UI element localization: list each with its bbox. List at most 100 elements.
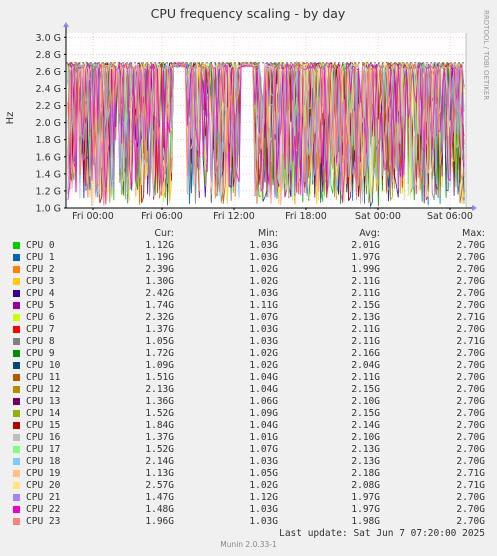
- legend-row: CPU 23 1.96G 1.03G 1.98G 2.70G: [0, 516, 497, 528]
- legend-avg: 2.10G: [351, 396, 380, 407]
- legend-min: 1.02G: [249, 480, 278, 491]
- legend-row: CPU 20 2.57G 1.02G 2.08G 2.71G: [0, 480, 497, 492]
- legend-max: 2.70G: [456, 504, 485, 515]
- y-axis-label: Hz: [5, 112, 16, 125]
- legend-min: 1.06G: [249, 396, 278, 407]
- legend-row: CPU 10 1.09G 1.02G 2.04G 2.70G: [0, 360, 497, 372]
- legend-cur: 1.47G: [145, 492, 174, 503]
- legend-max: 2.70G: [456, 264, 485, 275]
- legend-avg: 1.98G: [351, 516, 380, 527]
- header-avg: Avg:: [359, 228, 380, 239]
- legend-series-name: CPU 23: [26, 516, 61, 527]
- cpu-frequency-chart: CPU frequency scaling - by day Hz RRDTOO…: [5, 6, 490, 222]
- legend-swatch: [13, 446, 20, 453]
- legend-min: 1.02G: [249, 264, 278, 275]
- legend-max: 2.70G: [456, 252, 485, 263]
- legend-cur: 1.96G: [145, 516, 174, 527]
- legend-series-name: CPU 19: [26, 468, 61, 479]
- legend-min: 1.01G: [249, 432, 278, 443]
- legend-cur: 2.32G: [145, 312, 174, 323]
- legend-max: 2.70G: [456, 276, 485, 287]
- legend-cur: 1.37G: [145, 324, 174, 335]
- legend-swatch: [13, 266, 20, 273]
- y-tick-label: 2.4 G: [36, 84, 62, 95]
- legend-avg: 2.10G: [351, 432, 380, 443]
- legend-series-name: CPU 18: [26, 456, 61, 467]
- legend-max: 2.70G: [456, 456, 485, 467]
- x-tick-label: Sat 06:00: [427, 211, 473, 222]
- legend-max: 2.71G: [456, 312, 485, 323]
- legend-swatch: [13, 302, 20, 309]
- legend-row: CPU 18 2.14G 1.03G 2.13G 2.70G: [0, 456, 497, 468]
- legend-min: 1.03G: [249, 288, 278, 299]
- y-tick-label: 1.2 G: [36, 186, 62, 197]
- legend-max: 2.70G: [456, 408, 485, 419]
- y-tick-label: 2.6 G: [36, 67, 62, 78]
- legend-row: CPU 19 1.13G 1.05G 2.18G 2.71G: [0, 468, 497, 480]
- legend-min: 1.03G: [249, 336, 278, 347]
- series-line-cpu-23: [67, 61, 465, 206]
- legend-series-name: CPU 14: [26, 408, 61, 419]
- series-line-cpu-22: [67, 61, 465, 205]
- legend-swatch: [13, 242, 20, 249]
- y-tick-label: 2.0 G: [36, 118, 62, 129]
- legend-max: 2.71G: [456, 468, 485, 479]
- legend-avg: 2.15G: [351, 300, 380, 311]
- legend-row: CPU 4 2.42G 1.03G 2.11G 2.70G: [0, 288, 497, 300]
- legend-min: 1.04G: [249, 420, 278, 431]
- legend-series-name: CPU 5: [26, 300, 55, 311]
- legend-min: 1.03G: [249, 456, 278, 467]
- legend-cur: 1.37G: [145, 432, 174, 443]
- legend-avg: 2.14G: [351, 420, 380, 431]
- legend-avg: 2.15G: [351, 384, 380, 395]
- legend-row: CPU 17 1.52G 1.07G 2.13G 2.70G: [0, 444, 497, 456]
- legend-series-name: CPU 0: [26, 240, 55, 251]
- rrdtool-watermark: RRDTOOL / TOBI OETIKER: [482, 10, 490, 100]
- legend-cur: 1.05G: [145, 336, 174, 347]
- y-axis-arrow: [63, 22, 69, 27]
- legend-cur: 1.12G: [145, 240, 174, 251]
- y-tick-label: 1.8 G: [36, 135, 62, 146]
- legend-series-name: CPU 4: [26, 288, 55, 299]
- legend-series-name: CPU 1: [26, 252, 55, 263]
- legend-min: 1.03G: [249, 516, 278, 527]
- legend-swatch: [13, 458, 20, 465]
- legend-swatch: [13, 254, 20, 261]
- legend-swatch: [13, 314, 20, 321]
- y-tick-labels: 1.0 G 1.2 G 1.4 G 1.6 G 1.8 G 2.0 G 2.2 G 2.4 G…: [36, 33, 66, 215]
- legend-avg: 2.11G: [351, 288, 380, 299]
- legend-max: 2.70G: [456, 372, 485, 383]
- chart-title: CPU frequency scaling - by day: [151, 6, 346, 21]
- series-line-cpu-21: [67, 62, 465, 198]
- legend-row: CPU 2 2.39G 1.02G 1.99G 2.70G: [0, 264, 497, 276]
- legend-series-name: CPU 8: [26, 336, 55, 347]
- legend-swatch: [13, 350, 20, 357]
- legend-row: CPU 3 1.30G 1.02G 2.11G 2.70G: [0, 276, 497, 288]
- x-tick-labels: Fri 00:00 Fri 06:00 Fri 12:00 Fri 18:00 Sat …: [72, 208, 473, 222]
- legend-swatch: [13, 278, 20, 285]
- legend-max: 2.71G: [456, 480, 485, 491]
- legend-series-name: CPU 16: [26, 432, 61, 443]
- legend-avg: 2.16G: [351, 348, 380, 359]
- legend-row: CPU 7 1.37G 1.03G 2.11G 2.70G: [0, 324, 497, 336]
- legend-min: 1.04G: [249, 384, 278, 395]
- legend-swatch: [13, 362, 20, 369]
- legend-row: CPU 8 1.05G 1.03G 2.11G 2.71G: [0, 336, 497, 348]
- legend-series-name: CPU 2: [26, 264, 55, 275]
- legend-avg: 2.13G: [351, 444, 380, 455]
- legend-avg: 1.97G: [351, 504, 380, 515]
- legend-series-name: CPU 10: [26, 360, 61, 371]
- series-layer: [66, 60, 466, 208]
- legend-max: 2.70G: [456, 516, 485, 527]
- legend-row: CPU 1 1.19G 1.03G 1.97G 2.70G: [0, 252, 497, 264]
- y-tick-label: 3.0 G: [36, 33, 62, 44]
- legend-series-name: CPU 3: [26, 276, 55, 287]
- legend-series-name: CPU 21: [26, 492, 61, 503]
- legend-cur: 2.14G: [145, 456, 174, 467]
- legend-max: 2.71G: [456, 336, 485, 347]
- x-tick-label: Fri 06:00: [141, 211, 183, 222]
- legend-avg: 1.97G: [351, 492, 380, 503]
- legend-cur: 1.72G: [145, 348, 174, 359]
- legend-cur: 1.51G: [145, 372, 174, 383]
- x-tick-label: Fri 00:00: [72, 211, 114, 222]
